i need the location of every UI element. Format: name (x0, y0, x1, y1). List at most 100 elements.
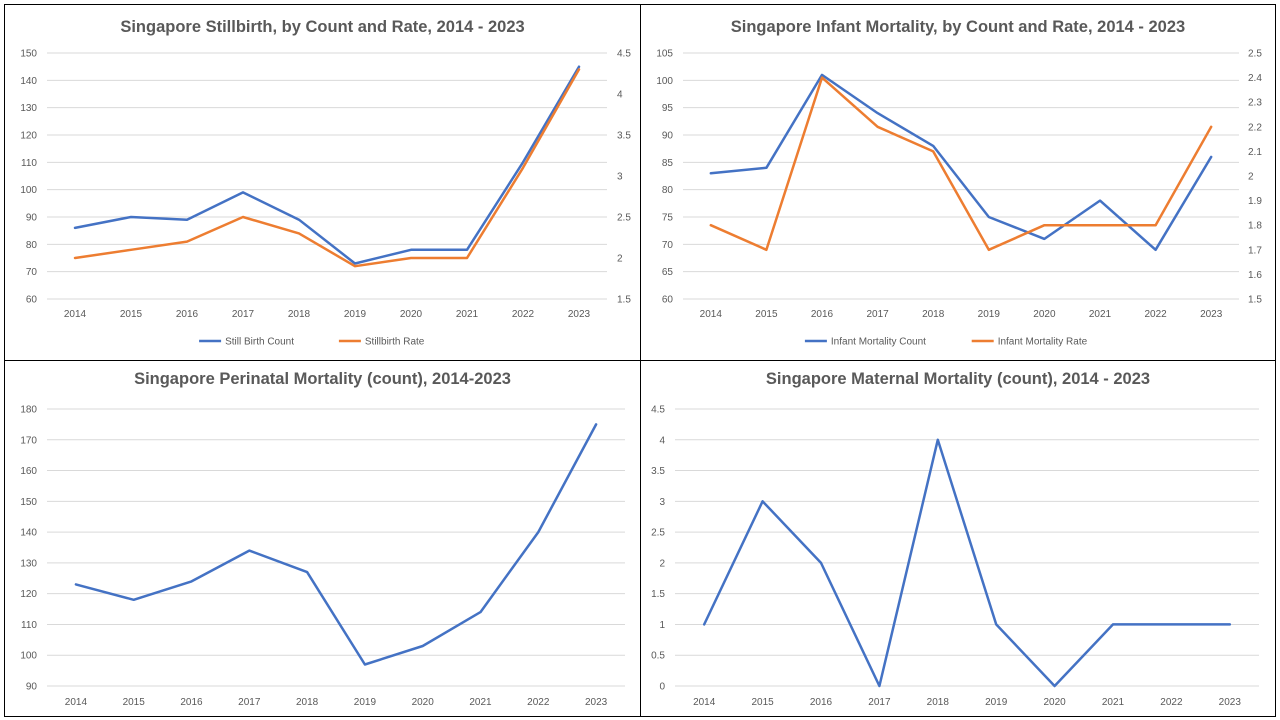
stillbirth-chart-panel: Singapore Stillbirth, by Count and Rate,… (4, 4, 641, 361)
y-tick-label: 100 (656, 76, 673, 87)
x-tick-label: 2020 (412, 697, 435, 708)
y-tick-label: 90 (26, 682, 38, 693)
y-tick-label: 110 (21, 620, 37, 631)
data-point (595, 423, 597, 426)
y2-tick-label: 2.3 (1248, 98, 1262, 109)
y-tick-label: 90 (26, 213, 38, 224)
y-tick-label: 160 (20, 466, 37, 477)
y2-tick-label: 1.5 (1248, 295, 1262, 306)
data-point (710, 172, 712, 175)
legend-item: Still Birth Count (199, 337, 294, 348)
chart-title: Singapore Perinatal Mortality (count), 2… (134, 370, 511, 388)
data-point (1210, 126, 1212, 128)
data-point (190, 580, 193, 583)
y-tick-label: 85 (662, 158, 674, 169)
data-point (186, 218, 188, 221)
series-line-2 (73, 68, 581, 268)
y-tick-label: 60 (26, 295, 38, 306)
y2-tick-label: 2 (1248, 172, 1254, 183)
y-tick-label: 1.5 (651, 589, 665, 600)
x-tick-label: 2022 (527, 697, 550, 708)
data-point (578, 65, 580, 68)
data-point (820, 562, 822, 564)
data-point (765, 249, 768, 251)
x-tick-label: 2020 (1033, 309, 1056, 320)
data-point (364, 663, 366, 666)
data-point (132, 599, 135, 601)
x-tick-label: 2022 (1160, 697, 1183, 708)
data-point (932, 150, 934, 153)
y-tick-label: 70 (26, 267, 38, 278)
x-tick-label: 2015 (120, 309, 143, 320)
x-tick-label: 2021 (469, 697, 492, 708)
data-point (130, 216, 132, 218)
x-tick-label: 2023 (1219, 697, 1242, 708)
series-line-1 (702, 438, 1232, 688)
y-tick-label: 105 (656, 49, 673, 60)
data-point (242, 216, 244, 218)
x-tick-label: 2017 (238, 697, 261, 708)
x-tick-label: 2018 (296, 697, 319, 708)
y-tick-label: 90 (662, 131, 674, 142)
y2-tick-label: 2.1 (1248, 147, 1262, 158)
data-point (876, 112, 879, 114)
data-point (878, 685, 881, 687)
infant-mortality-chart: Singapore Infant Mortality, by Count and… (656, 18, 1262, 348)
x-tick-label: 2023 (568, 309, 591, 320)
y2-tick-label: 2.4 (1248, 73, 1262, 84)
chart-title: Singapore Maternal Mortality (count), 20… (766, 370, 1150, 388)
data-point (74, 257, 76, 259)
x-tick-label: 2019 (985, 697, 1008, 708)
data-point (995, 623, 997, 626)
y-tick-label: 120 (20, 589, 37, 600)
data-point (354, 262, 356, 265)
data-point (1170, 623, 1173, 626)
y2-tick-label: 3 (617, 172, 623, 183)
y-tick-label: 4.5 (651, 405, 665, 416)
data-point (1112, 623, 1114, 626)
data-point (537, 531, 540, 533)
y-tick-label: 2 (659, 558, 665, 569)
x-tick-label: 2015 (751, 697, 774, 708)
y2-tick-label: 3.5 (617, 131, 631, 142)
x-tick-label: 2014 (64, 309, 87, 320)
infant-mortality-chart-panel: Singapore Infant Mortality, by Count and… (640, 4, 1276, 361)
series-line-1 (73, 65, 581, 265)
stillbirth-chart: Singapore Stillbirth, by Count and Rate,… (20, 18, 631, 348)
y-tick-label: 0.5 (651, 651, 665, 662)
y-tick-label: 140 (20, 76, 37, 87)
data-point (410, 257, 412, 259)
x-tick-label: 2014 (693, 697, 716, 708)
y-tick-label: 150 (20, 49, 37, 60)
data-point (242, 191, 244, 194)
data-point (522, 167, 524, 169)
data-point (75, 583, 77, 586)
x-tick-label: 2016 (180, 697, 203, 708)
data-point (466, 249, 468, 251)
y-tick-label: 1 (659, 620, 665, 631)
data-point (703, 623, 705, 626)
data-point (298, 232, 300, 235)
y-tick-label: 65 (662, 267, 674, 278)
y2-tick-label: 1.8 (1248, 221, 1262, 232)
x-tick-label: 2014 (65, 697, 88, 708)
y-tick-label: 180 (20, 405, 37, 416)
y-tick-label: 170 (20, 435, 37, 446)
y2-tick-label: 2.5 (1248, 49, 1262, 60)
x-tick-label: 2016 (810, 697, 833, 708)
data-point (1154, 249, 1157, 251)
legend-item: Infant Mortality Rate (971, 337, 1088, 348)
y-tick-label: 130 (20, 558, 37, 569)
x-tick-label: 2019 (354, 697, 377, 708)
y-tick-label: 100 (20, 185, 37, 196)
y-tick-label: 130 (20, 103, 37, 114)
x-tick-label: 2016 (811, 309, 834, 320)
x-tick-label: 2020 (1043, 697, 1066, 708)
maternal-mortality-chart-panel: Singapore Maternal Mortality (count), 20… (640, 360, 1276, 717)
y2-tick-label: 1.9 (1248, 196, 1262, 207)
x-tick-label: 2021 (1102, 697, 1125, 708)
y-tick-label: 3.5 (651, 466, 665, 477)
chart-title: Singapore Infant Mortality, by Count and… (731, 18, 1185, 36)
y-tick-label: 0 (659, 682, 665, 693)
legend-item: Stillbirth Rate (338, 337, 425, 348)
